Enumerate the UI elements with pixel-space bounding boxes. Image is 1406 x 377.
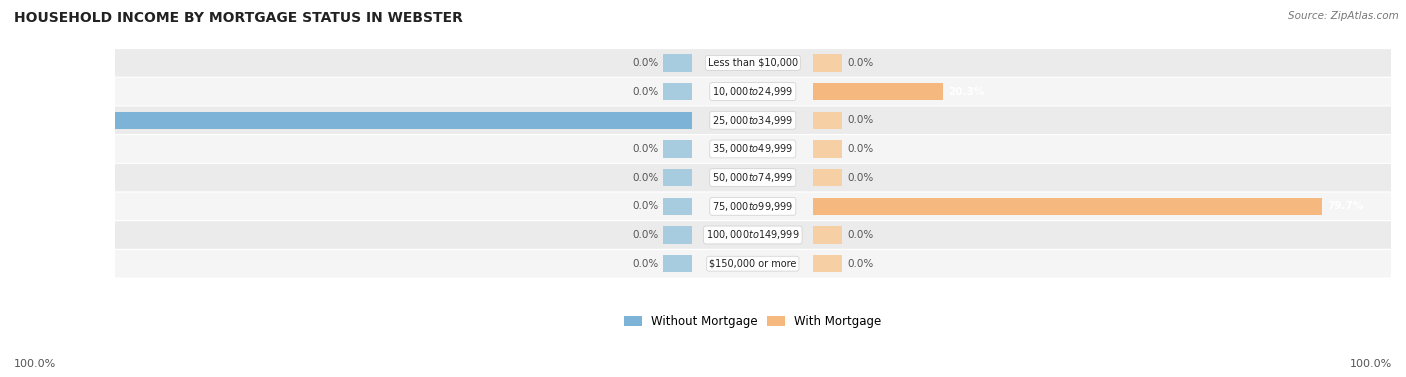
Text: $10,000 to $24,999: $10,000 to $24,999 — [713, 85, 793, 98]
Legend: Without Mortgage, With Mortgage: Without Mortgage, With Mortgage — [619, 311, 886, 333]
FancyBboxPatch shape — [115, 78, 1391, 105]
Bar — [664, 169, 692, 186]
Text: $75,000 to $99,999: $75,000 to $99,999 — [713, 200, 793, 213]
Text: 100.0%: 100.0% — [6, 115, 49, 125]
Text: 0.0%: 0.0% — [848, 144, 873, 154]
FancyBboxPatch shape — [115, 135, 1391, 163]
Text: $50,000 to $74,999: $50,000 to $74,999 — [713, 171, 793, 184]
Text: 0.0%: 0.0% — [633, 230, 658, 240]
Text: $35,000 to $49,999: $35,000 to $49,999 — [713, 143, 793, 155]
Bar — [814, 140, 842, 158]
Text: 0.0%: 0.0% — [848, 173, 873, 182]
Bar — [664, 54, 692, 72]
FancyBboxPatch shape — [115, 193, 1391, 220]
Bar — [664, 198, 692, 215]
Text: 0.0%: 0.0% — [848, 115, 873, 125]
Text: Source: ZipAtlas.com: Source: ZipAtlas.com — [1288, 11, 1399, 21]
Text: 0.0%: 0.0% — [848, 58, 873, 68]
Bar — [814, 54, 842, 72]
Text: 0.0%: 0.0% — [633, 201, 658, 211]
Bar — [664, 140, 692, 158]
Text: 0.0%: 0.0% — [633, 144, 658, 154]
Text: 0.0%: 0.0% — [633, 58, 658, 68]
Text: 20.3%: 20.3% — [948, 87, 984, 97]
Bar — [664, 227, 692, 244]
Text: $25,000 to $34,999: $25,000 to $34,999 — [713, 114, 793, 127]
Bar — [814, 169, 842, 186]
Bar — [664, 255, 692, 272]
Text: 0.0%: 0.0% — [633, 259, 658, 269]
Text: HOUSEHOLD INCOME BY MORTGAGE STATUS IN WEBSTER: HOUSEHOLD INCOME BY MORTGAGE STATUS IN W… — [14, 11, 463, 25]
Text: 100.0%: 100.0% — [1350, 359, 1392, 369]
Text: 79.7%: 79.7% — [1327, 201, 1364, 211]
Text: 0.0%: 0.0% — [633, 173, 658, 182]
Text: 0.0%: 0.0% — [848, 259, 873, 269]
Text: 100.0%: 100.0% — [14, 359, 56, 369]
FancyBboxPatch shape — [115, 221, 1391, 249]
FancyBboxPatch shape — [115, 106, 1391, 134]
Bar — [814, 198, 1322, 215]
FancyBboxPatch shape — [115, 164, 1391, 192]
Text: $150,000 or more: $150,000 or more — [709, 259, 796, 269]
FancyBboxPatch shape — [115, 49, 1391, 77]
Bar — [664, 83, 692, 100]
Bar — [53, 112, 692, 129]
Text: 0.0%: 0.0% — [633, 87, 658, 97]
Text: 0.0%: 0.0% — [848, 230, 873, 240]
FancyBboxPatch shape — [115, 250, 1391, 277]
Bar — [814, 112, 842, 129]
Text: Less than $10,000: Less than $10,000 — [707, 58, 797, 68]
Text: $100,000 to $149,999: $100,000 to $149,999 — [706, 228, 800, 242]
Bar — [814, 255, 842, 272]
Bar — [814, 227, 842, 244]
Bar — [814, 83, 943, 100]
